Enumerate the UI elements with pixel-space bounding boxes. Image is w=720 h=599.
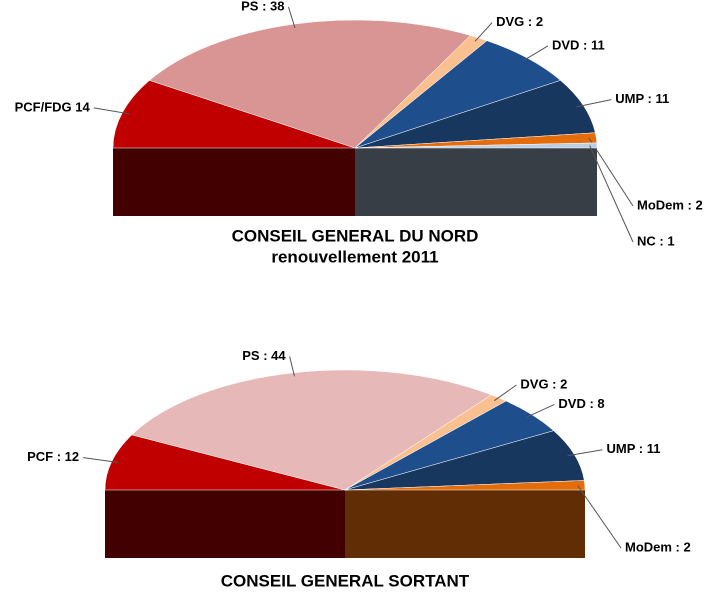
slice (354, 142, 598, 149)
leader-line (288, 6, 296, 29)
leader-line (93, 107, 130, 115)
data-label: MoDem : 2 (625, 539, 691, 554)
side-face (105, 490, 345, 558)
data-label: UMP : 11 (607, 441, 661, 456)
leader-line (588, 137, 634, 207)
slice (131, 369, 492, 491)
leader-line (567, 449, 603, 457)
side-face (345, 490, 585, 558)
side-face (355, 148, 597, 216)
data-label: DVG : 2 (520, 376, 567, 391)
slice (344, 480, 586, 491)
chart-subtitle: renouvellement 2011 (271, 247, 438, 266)
leader-line (576, 99, 612, 108)
data-label: DVD : 11 (552, 37, 605, 52)
data-label: PCF : 12 (27, 449, 79, 464)
data-label: DVD : 8 (558, 396, 604, 411)
chart-title: CONSEIL GENERAL DU NORD (232, 226, 479, 245)
leader-line (526, 403, 555, 418)
leader-line (522, 45, 549, 62)
chart-title: CONSEIL GENERAL SORTANT (221, 571, 470, 590)
leader-line (589, 145, 634, 243)
leader-line (577, 485, 622, 549)
data-label: NC : 1 (637, 233, 675, 248)
leader-line (474, 22, 493, 42)
data-label: PS : 44 (242, 348, 286, 363)
leader-line (289, 356, 295, 377)
side-face (113, 148, 355, 216)
data-label: MoDem : 2 (637, 197, 703, 212)
leader-line (83, 457, 119, 463)
data-label: PS : 38 (241, 0, 284, 13)
slice (149, 19, 471, 149)
data-label: DVG : 2 (496, 14, 543, 29)
data-label: UMP : 11 (615, 91, 669, 106)
leader-line (493, 384, 517, 402)
data-label: PCF/FDG 14 (15, 99, 91, 114)
